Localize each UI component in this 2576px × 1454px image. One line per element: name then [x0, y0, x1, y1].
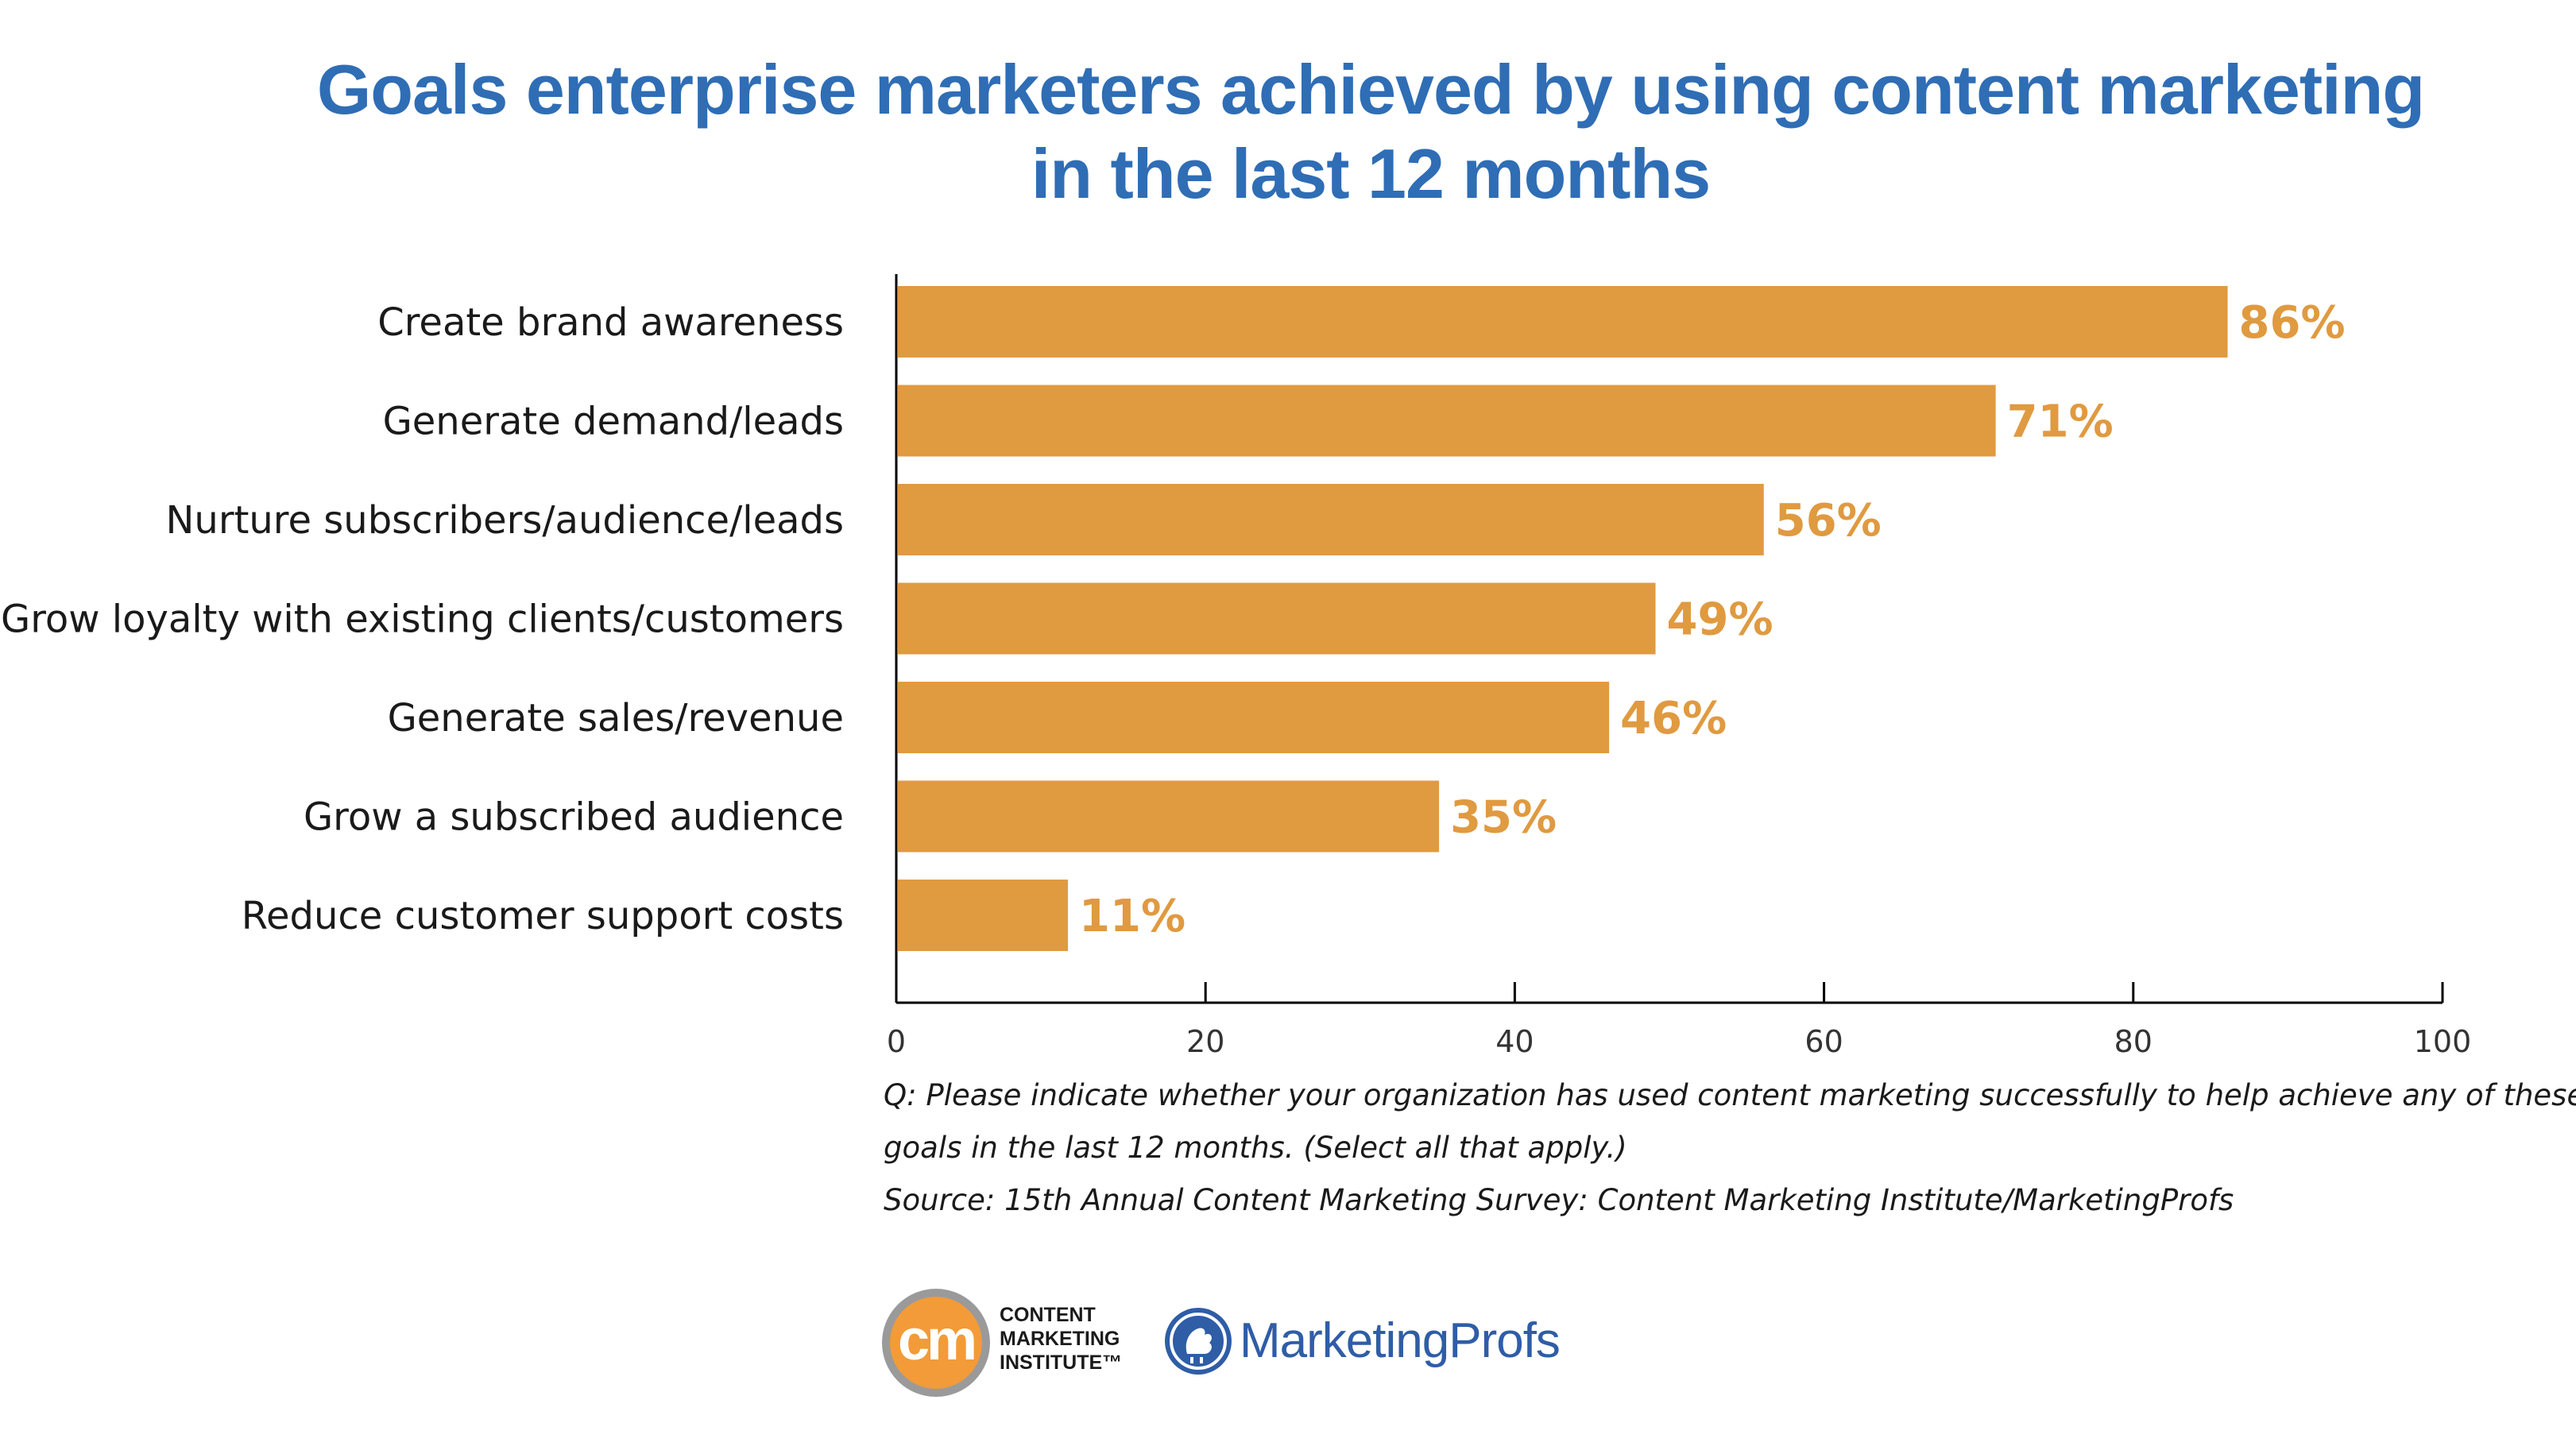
- x-tick-label: 0: [887, 1024, 906, 1059]
- bar: [898, 880, 1069, 951]
- bar: [898, 780, 1440, 853]
- survey-question-line-2: goals in the last 12 months. (Select all…: [884, 1131, 1627, 1165]
- category-label: Grow loyalty with existing clients/custo…: [1, 597, 844, 642]
- cmi-logo-line-1: CONTENT: [1000, 1304, 1096, 1326]
- bar-chart: 0 20 40 60 80 100 Create brand awareness 86% Gen…: [1, 274, 2472, 1059]
- x-tick-label: 80: [2114, 1024, 2152, 1059]
- chart-notes: Q: Please indicate whether your organiza…: [884, 1069, 2576, 1227]
- x-tick-label: 20: [1186, 1024, 1224, 1059]
- value-label: 49%: [1667, 594, 1773, 646]
- cmi-logo-line-3: INSTITUTE™: [1000, 1352, 1123, 1374]
- marketingprofs-logo: MarketingProfs: [1165, 1303, 1578, 1390]
- survey-question-line-1: Q: Please indicate whether your organiza…: [884, 1078, 2576, 1112]
- chart-title: Goals enterprise marketers achieved by u…: [0, 48, 2576, 216]
- source-note: Source: 15th Annual Content Marketing Su…: [884, 1183, 2234, 1217]
- chart-title-line-2: in the last 12 months: [1031, 134, 1711, 213]
- value-label: 35%: [1450, 792, 1557, 844]
- category-label: Grow a subscribed audience: [304, 795, 844, 840]
- x-tick-label: 60: [1804, 1024, 1843, 1059]
- bar: [898, 682, 1610, 753]
- x-tick-label: 40: [1495, 1024, 1534, 1059]
- rooster-icon: [1165, 1308, 1232, 1375]
- value-label: 86%: [2239, 297, 2346, 349]
- bar: [898, 484, 1764, 555]
- cmi-logo: cm CONTENT MARKETING INSTITUTE™: [882, 1289, 1216, 1408]
- value-label: 71%: [2007, 396, 2114, 448]
- category-label: Generate demand/leads: [383, 400, 844, 444]
- cmi-logo-circle-icon: [882, 1289, 990, 1397]
- cmi-logo-mark: cm: [897, 1309, 977, 1372]
- cmi-logo-text: CONTENT MARKETING INSTITUTE™: [1000, 1303, 1214, 1375]
- value-label: 56%: [1775, 495, 1882, 547]
- category-label: Nurture subscribers/audience/leads: [166, 498, 845, 543]
- chart-title-line-1: Goals enterprise marketers achieved by u…: [316, 50, 2425, 129]
- bar: [898, 582, 1656, 655]
- category-label: Create brand awareness: [377, 300, 844, 345]
- bar: [898, 286, 2228, 358]
- category-label: Reduce customer support costs: [242, 894, 844, 938]
- x-tick-label: 100: [2414, 1024, 2472, 1059]
- bar: [898, 385, 1996, 457]
- value-label: 46%: [1620, 693, 1727, 744]
- category-label: Generate sales/revenue: [388, 696, 844, 741]
- marketingprofs-logo-text: MarketingProfs: [1240, 1313, 1561, 1368]
- value-label: 11%: [1079, 891, 1186, 942]
- cmi-logo-line-2: MARKETING: [1000, 1328, 1120, 1350]
